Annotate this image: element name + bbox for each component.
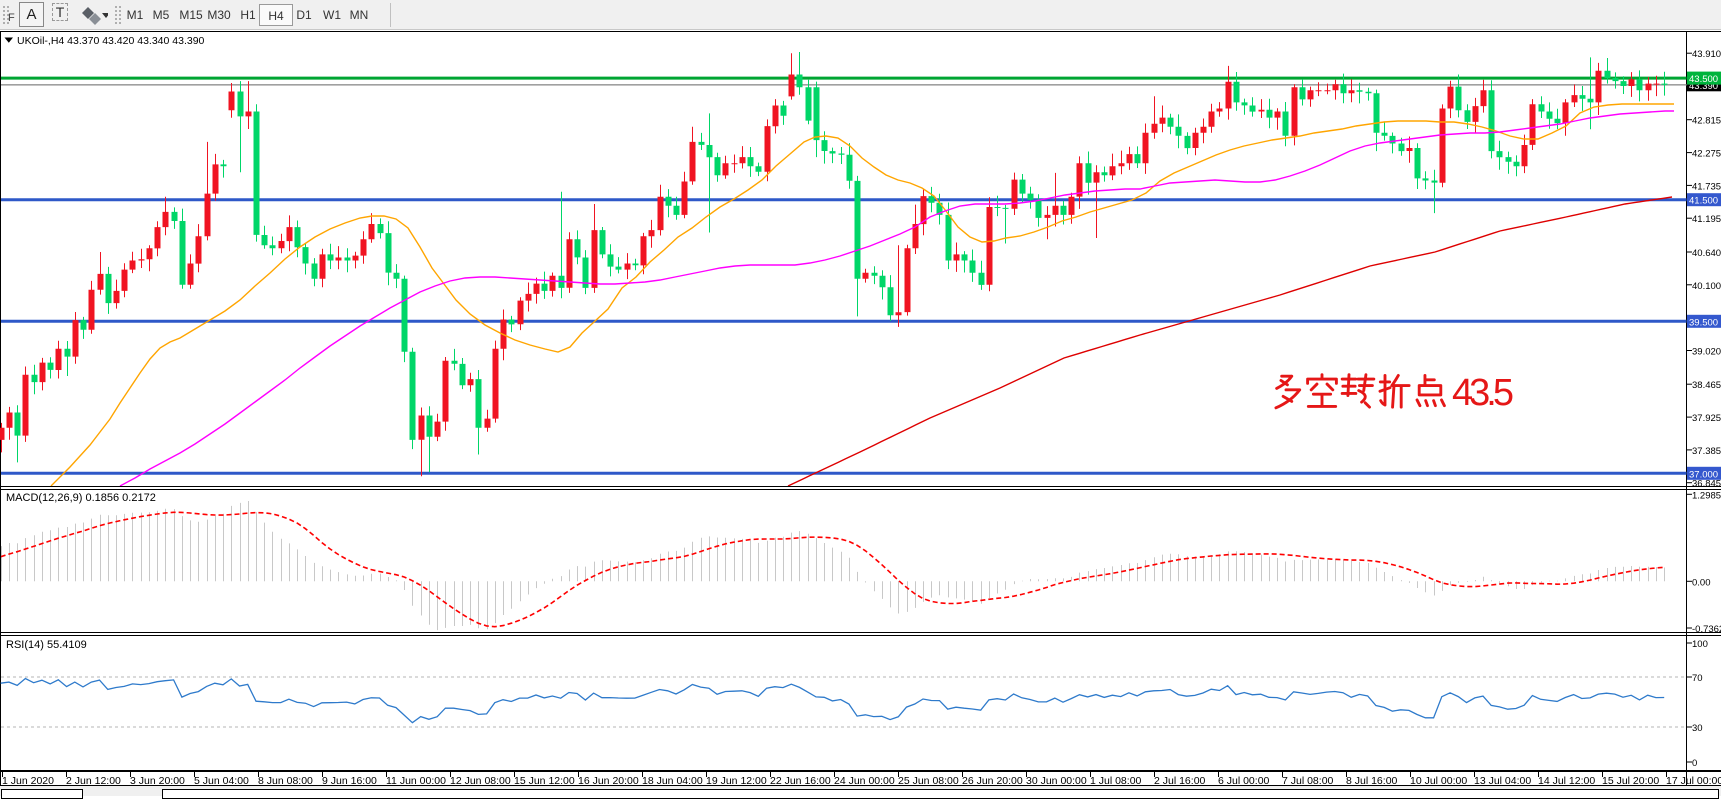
svg-text:MACD(12,26,9) 0.1856 0.2172: MACD(12,26,9) 0.1856 0.2172: [6, 492, 156, 504]
svg-text:25 Jun 08:00: 25 Jun 08:00: [898, 775, 959, 787]
svg-text:8 Jun 08:00: 8 Jun 08:00: [258, 775, 313, 787]
svg-text:37.385: 37.385: [1692, 446, 1721, 457]
svg-text:22 Jun 16:00: 22 Jun 16:00: [770, 775, 831, 787]
svg-text:12 Jun 08:00: 12 Jun 08:00: [450, 775, 511, 787]
svg-text:43.500: 43.500: [1689, 74, 1718, 85]
svg-text:24 Jun 00:00: 24 Jun 00:00: [834, 775, 895, 787]
svg-text:10 Jul 00:00: 10 Jul 00:00: [1410, 775, 1467, 787]
svg-text:39.500: 39.500: [1689, 317, 1718, 328]
svg-text:70: 70: [1692, 673, 1703, 684]
svg-text:42.275: 42.275: [1692, 149, 1721, 160]
svg-text:43.5: 43.5: [1452, 372, 1514, 414]
svg-text:UKOil-,H4 43.370 43.420 43.34: UKOil-,H4 43.370 43.420 43.340 43.390: [17, 35, 205, 47]
svg-text:15 Jun 12:00: 15 Jun 12:00: [514, 775, 575, 787]
svg-text:9 Jun 16:00: 9 Jun 16:00: [322, 775, 377, 787]
svg-text:41.735: 41.735: [1692, 181, 1721, 192]
svg-text:2 Jul 16:00: 2 Jul 16:00: [1154, 775, 1206, 787]
svg-text:36.845: 36.845: [1692, 479, 1721, 490]
svg-text:3 Jun 20:00: 3 Jun 20:00: [130, 775, 185, 787]
svg-text:37.925: 37.925: [1692, 413, 1721, 424]
svg-text:5 Jun 04:00: 5 Jun 04:00: [194, 775, 249, 787]
svg-text:40.100: 40.100: [1692, 281, 1721, 292]
svg-text:39.020: 39.020: [1692, 347, 1721, 358]
svg-text:1.2985: 1.2985: [1692, 490, 1721, 501]
svg-text:13 Jul 04:00: 13 Jul 04:00: [1474, 775, 1531, 787]
svg-text:0.00: 0.00: [1692, 577, 1711, 588]
svg-text:6 Jul 00:00: 6 Jul 00:00: [1218, 775, 1270, 787]
svg-text:RSI(14) 55.4109: RSI(14) 55.4109: [6, 639, 87, 651]
svg-text:41.195: 41.195: [1692, 214, 1721, 225]
svg-text:38.465: 38.465: [1692, 380, 1721, 391]
svg-text:19 Jun 12:00: 19 Jun 12:00: [706, 775, 767, 787]
svg-text:42.815: 42.815: [1692, 116, 1721, 127]
svg-text:43.390: 43.390: [1689, 81, 1718, 92]
svg-text:11 Jun 00:00: 11 Jun 00:00: [386, 775, 446, 787]
svg-text:0: 0: [1692, 758, 1697, 769]
svg-text:7 Jul 08:00: 7 Jul 08:00: [1282, 775, 1334, 787]
svg-text:1 Jun 2020: 1 Jun 2020: [2, 775, 54, 787]
svg-text:41.500: 41.500: [1689, 196, 1718, 207]
svg-text:30: 30: [1692, 723, 1703, 734]
svg-text:18 Jun 04:00: 18 Jun 04:00: [642, 775, 703, 787]
svg-text:17 Jul 00:00: 17 Jul 00:00: [1666, 775, 1721, 787]
svg-text:100: 100: [1692, 639, 1708, 650]
svg-text:30 Jun 00:00: 30 Jun 00:00: [1026, 775, 1087, 787]
svg-text:8 Jul 16:00: 8 Jul 16:00: [1346, 775, 1398, 787]
svg-text:40.640: 40.640: [1692, 248, 1721, 259]
svg-text:16 Jun 20:00: 16 Jun 20:00: [578, 775, 639, 787]
svg-text:26 Jun 20:00: 26 Jun 20:00: [962, 775, 1023, 787]
svg-text:43.910: 43.910: [1692, 49, 1721, 60]
svg-text:14 Jul 12:00: 14 Jul 12:00: [1538, 775, 1595, 787]
svg-text:1 Jul 08:00: 1 Jul 08:00: [1090, 775, 1142, 787]
svg-text:-0.7362: -0.7362: [1692, 624, 1721, 635]
svg-text:37.000: 37.000: [1689, 469, 1718, 480]
svg-text:15 Jul 20:00: 15 Jul 20:00: [1602, 775, 1659, 787]
svg-text:2 Jun 12:00: 2 Jun 12:00: [66, 775, 121, 787]
